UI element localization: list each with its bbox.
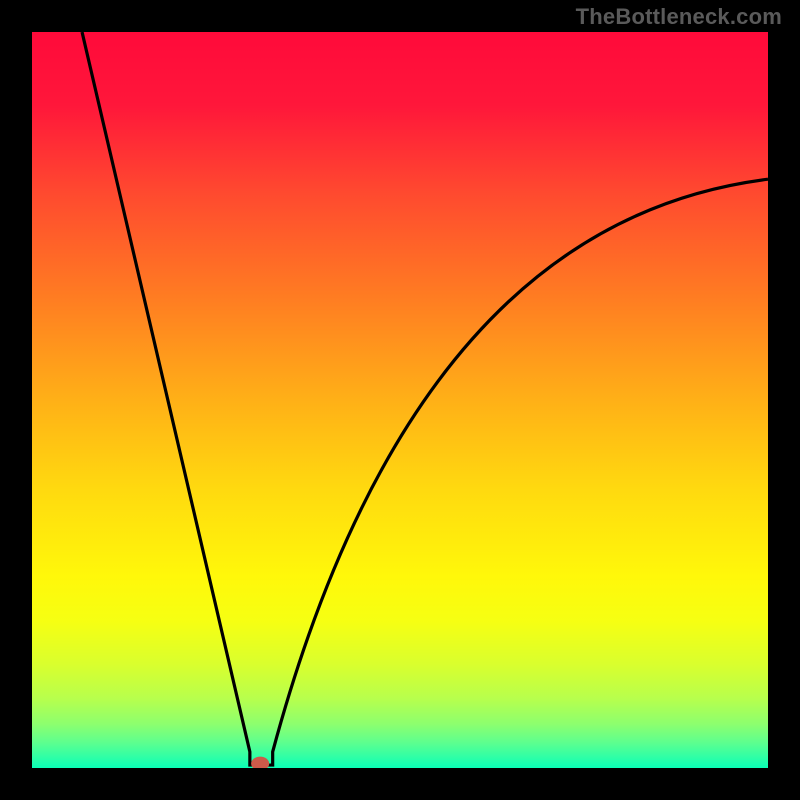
watermark-text: TheBottleneck.com <box>576 4 782 30</box>
bottleneck-plot <box>32 32 768 768</box>
chart-frame: TheBottleneck.com <box>0 0 800 800</box>
gradient-background <box>32 32 768 768</box>
